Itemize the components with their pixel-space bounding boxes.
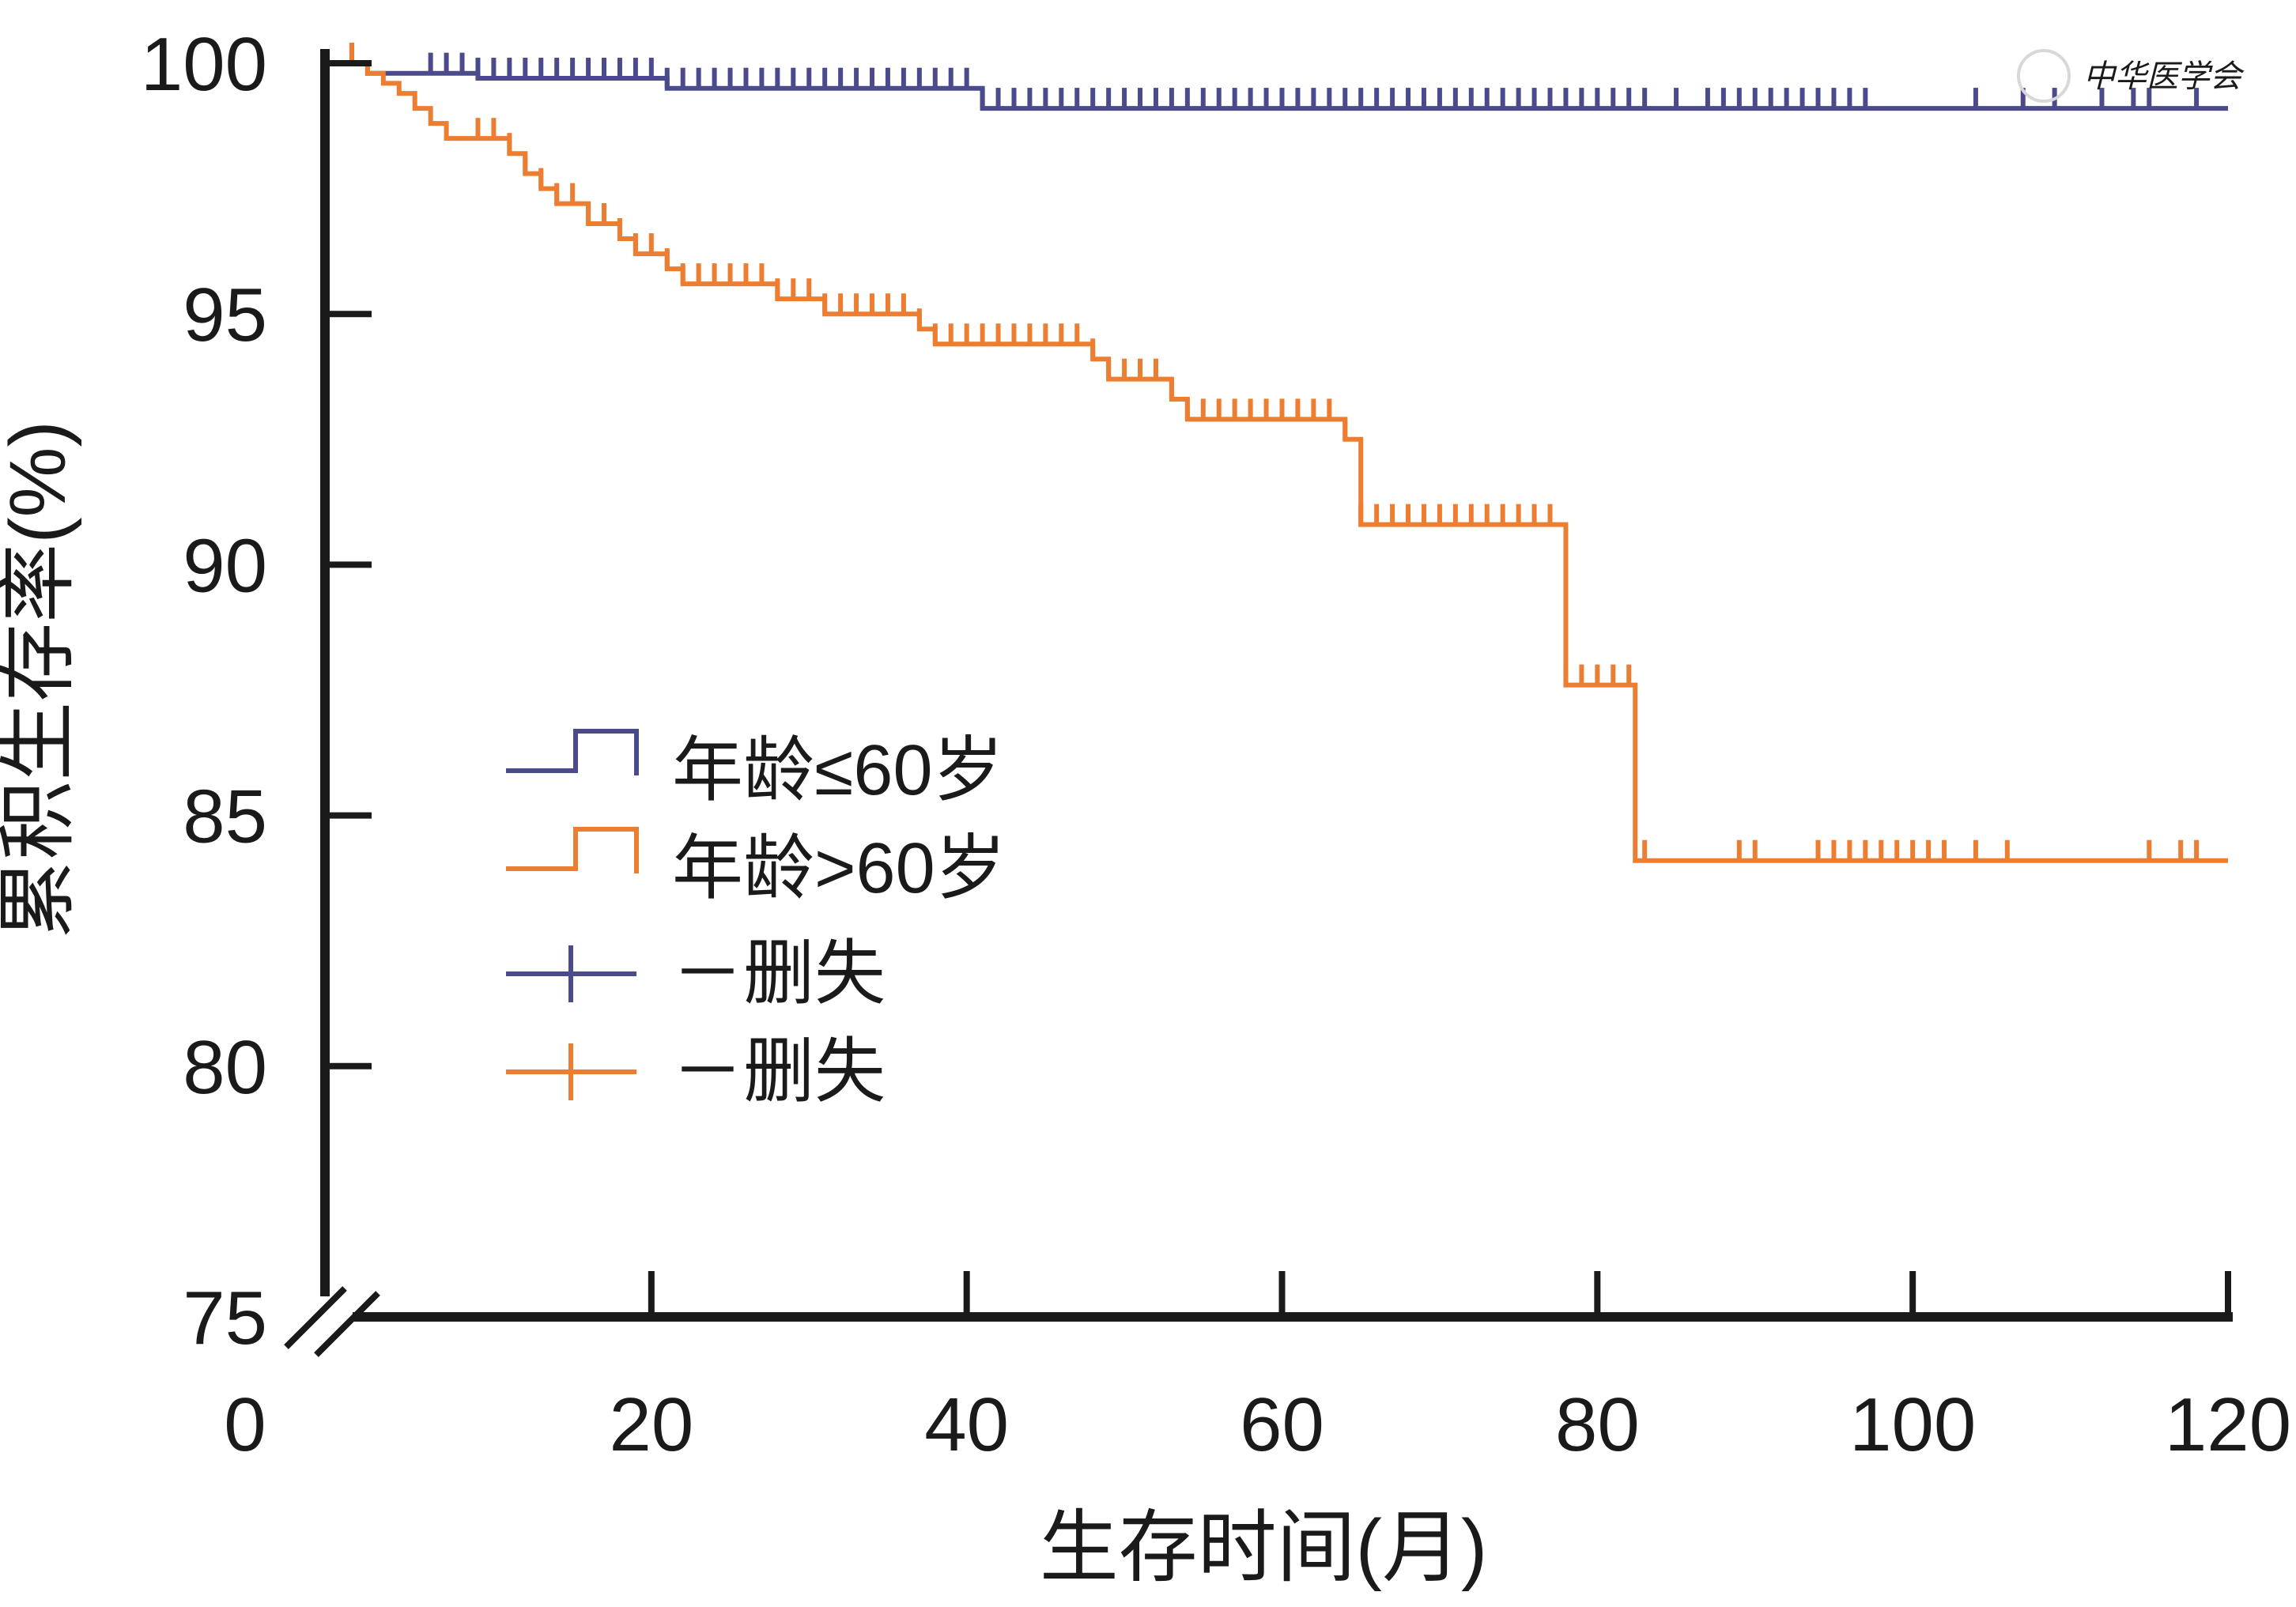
x-tick-label: 100 — [1849, 1383, 1976, 1467]
survival-curve-age-gt-60 — [336, 61, 2228, 863]
watermark: 中华医学会 — [2017, 49, 2245, 103]
axis-break-mark — [284, 1286, 347, 1349]
x-tick-label: 40 — [924, 1383, 1009, 1467]
y-tick-label: 100 — [141, 22, 267, 107]
tick-labels: 75 80 85 90 95 100 0 20 40 60 80 100 120 — [141, 22, 2291, 1467]
y-tick-label: 95 — [183, 273, 267, 357]
legend-swatch — [506, 729, 639, 775]
watermark-seal-icon — [2017, 49, 2071, 103]
x-tick-label: 60 — [1240, 1383, 1324, 1467]
censor-marks — [349, 43, 2200, 861]
y-axis-title: 累积生存率(%) — [0, 421, 82, 939]
watermark-text: 中华医学会 — [2083, 59, 2245, 94]
axes — [284, 49, 2233, 1357]
y-tick-label: 85 — [183, 775, 267, 859]
x-tick-label: 0 — [224, 1383, 266, 1467]
survival-curves — [336, 61, 2228, 863]
legend-label: 年龄≤60岁 — [672, 731, 1004, 810]
y-tick-label: 80 — [183, 1025, 267, 1110]
axis-break-mark — [314, 1291, 380, 1357]
legend-swatch — [506, 827, 639, 873]
y-tick-label: 90 — [183, 523, 267, 608]
y-tick-label: 75 — [183, 1276, 267, 1360]
legend-label: －删失 — [672, 1032, 886, 1111]
legend-label: 年龄>60岁 — [672, 829, 1006, 908]
x-tick-label: 120 — [2165, 1383, 2291, 1467]
legend-label: －删失 — [672, 934, 886, 1013]
x-tick-label: 20 — [609, 1383, 693, 1467]
x-tick-label: 80 — [1555, 1383, 1640, 1467]
x-axis-title: 生存时间(月) — [1040, 1503, 1488, 1592]
